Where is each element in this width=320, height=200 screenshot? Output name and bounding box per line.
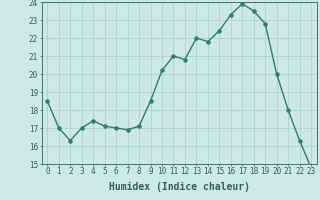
X-axis label: Humidex (Indice chaleur): Humidex (Indice chaleur): [109, 182, 250, 192]
